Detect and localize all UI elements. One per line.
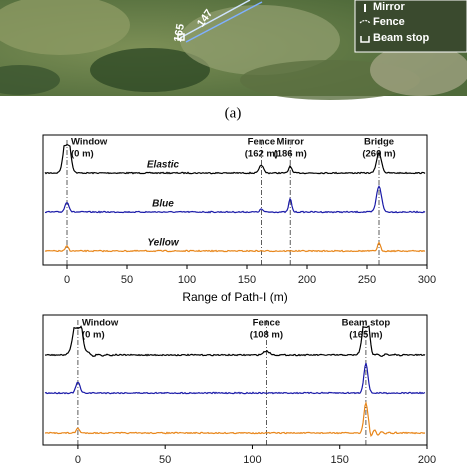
trace [44, 143, 426, 175]
marker-detail: (0 m) [82, 330, 105, 341]
x-tick-label: 250 [358, 274, 376, 286]
x-tick-label: 50 [121, 274, 133, 286]
trace [44, 241, 426, 253]
marker-name: Mirror [276, 137, 304, 148]
x-tick-label: 200 [298, 274, 316, 286]
x-tick-label: 150 [238, 274, 256, 286]
marker-name: Window [82, 318, 119, 329]
trace [44, 184, 426, 214]
legend-label: Fence [373, 16, 405, 28]
marker-detail: (186 m) [274, 149, 307, 160]
series-name: Blue [152, 199, 174, 210]
satellite-image [0, 0, 467, 100]
x-tick-label: 200 [418, 454, 436, 466]
marker-detail: (162 m) [245, 149, 278, 160]
plot-frame [42, 314, 428, 446]
x-tick-label: 100 [243, 454, 261, 466]
marker-detail: (108 m) [250, 330, 283, 341]
legend-label: Mirror [373, 1, 406, 13]
route-label: 165 [172, 23, 187, 43]
trace [44, 325, 426, 358]
marker-name: Window [71, 137, 108, 148]
x-tick-label: 300 [418, 274, 436, 286]
trace [44, 401, 426, 437]
caption: (a) [225, 105, 242, 121]
marker-name: Fence [248, 137, 275, 148]
marker-name: Bridge [364, 137, 394, 148]
series-name: Yellow [147, 238, 180, 249]
x-tick-label: 100 [178, 274, 196, 286]
marker-name: Beam stop [342, 318, 391, 329]
x-tick-label: 150 [331, 454, 349, 466]
x-axis-label: Range of Path-I (m) [182, 290, 287, 304]
series-name: Elastic [147, 160, 180, 171]
marker-detail: (0 m) [71, 149, 94, 160]
x-tick-label: 0 [64, 274, 70, 286]
marker-detail: (165 m) [349, 330, 382, 341]
plot-frame [42, 134, 428, 266]
legend-label: Beam stop [373, 32, 430, 44]
trace [44, 362, 426, 395]
x-tick-label: 50 [159, 454, 171, 466]
x-tick-label: 0 [75, 454, 81, 466]
marker-name: Fence [253, 318, 280, 329]
